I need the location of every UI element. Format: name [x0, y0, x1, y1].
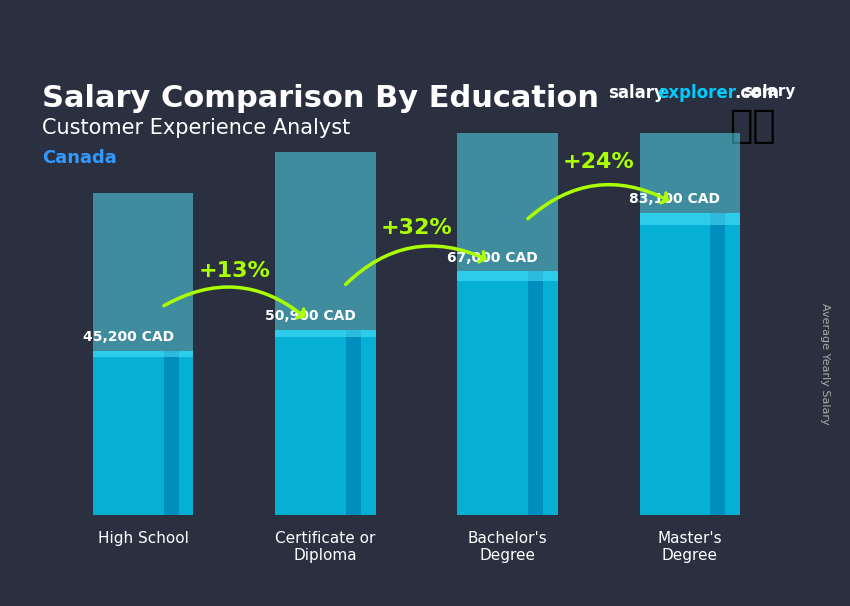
Bar — [711, 213, 725, 515]
Text: 83,100 CAD: 83,100 CAD — [629, 192, 720, 207]
Text: 45,200 CAD: 45,200 CAD — [82, 330, 173, 344]
Bar — [639, 213, 740, 515]
Bar — [346, 330, 361, 515]
Text: +32%: +32% — [381, 218, 452, 238]
Bar — [457, 271, 558, 515]
Text: Canada: Canada — [42, 148, 116, 167]
Bar — [94, 193, 193, 358]
Text: salary: salary — [608, 84, 665, 102]
Text: +13%: +13% — [198, 261, 270, 281]
Text: 50,900 CAD: 50,900 CAD — [265, 310, 356, 324]
Text: explorer: explorer — [657, 84, 736, 102]
Text: .com: .com — [734, 84, 779, 102]
Text: salary: salary — [743, 84, 795, 99]
Bar — [275, 152, 376, 338]
Bar — [275, 330, 376, 515]
Text: Customer Experience Analyst: Customer Experience Analyst — [42, 118, 350, 138]
Text: 67,000 CAD: 67,000 CAD — [447, 251, 538, 265]
Bar — [94, 351, 193, 515]
Bar — [457, 38, 558, 281]
Bar — [639, 0, 740, 225]
Bar — [528, 271, 543, 515]
Text: 🇨🇦: 🇨🇦 — [729, 107, 776, 145]
Text: Average Yearly Salary: Average Yearly Salary — [819, 303, 830, 424]
Bar — [164, 351, 178, 515]
Text: Salary Comparison By Education: Salary Comparison By Education — [42, 84, 598, 113]
Text: +24%: +24% — [563, 152, 634, 173]
